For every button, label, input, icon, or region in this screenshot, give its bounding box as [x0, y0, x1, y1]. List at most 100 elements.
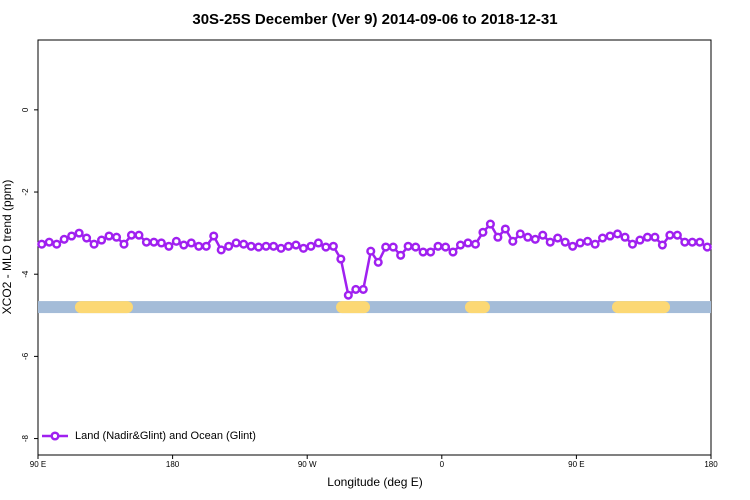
data-point [478, 227, 488, 237]
x-tick-label: 90 E [30, 460, 46, 469]
data-point [298, 243, 309, 253]
data-point [224, 241, 234, 251]
data-point [440, 242, 451, 252]
data-point [433, 241, 443, 251]
data-point [500, 224, 510, 234]
land-segment [611, 301, 671, 314]
data-point [52, 239, 62, 249]
data-point [575, 238, 585, 248]
data-point [388, 242, 398, 252]
data-point [239, 239, 249, 249]
land-segment [464, 301, 490, 314]
data-point [687, 237, 697, 247]
data-point [231, 238, 241, 248]
y-tick-label: -8 [21, 434, 30, 442]
data-point [336, 254, 346, 264]
data-point [642, 232, 652, 242]
data-point [246, 241, 256, 251]
data-point [67, 231, 77, 241]
x-tick-label: 180 [166, 460, 180, 469]
data-point [89, 239, 99, 249]
data-point [515, 229, 525, 239]
land-segment [336, 301, 371, 314]
data-point [126, 230, 137, 240]
data-point [605, 231, 615, 241]
data-point [657, 240, 667, 250]
data-point [470, 239, 481, 249]
x-tick-label: 90 W [298, 460, 317, 469]
data-point [134, 230, 144, 240]
legend-marker [50, 431, 60, 441]
data-point [448, 247, 458, 257]
data-point [568, 241, 578, 251]
data-point [328, 241, 338, 251]
data-point [171, 236, 181, 246]
data-point [343, 290, 353, 300]
data-point [97, 235, 107, 245]
data-point [276, 243, 286, 253]
data-point [396, 250, 406, 260]
y-tick-label: -4 [21, 270, 30, 278]
data-point [403, 241, 413, 251]
data-point [358, 284, 368, 294]
data-point [672, 230, 682, 240]
data-point [583, 236, 593, 246]
data-point [523, 232, 533, 242]
plot-frame [37, 39, 712, 456]
y-tick-label: -6 [21, 352, 30, 360]
data-point [209, 231, 219, 241]
data-point [530, 234, 540, 244]
x-tick-label: 0 [440, 460, 445, 469]
data-point [493, 232, 503, 242]
data-point [254, 242, 264, 252]
data-point [291, 240, 301, 250]
legend-label: Land (Nadir&Glint) and Ocean (Glint) [75, 430, 256, 442]
data-point [695, 237, 705, 247]
y-tick-label: 0 [21, 107, 30, 112]
data-point [351, 284, 361, 294]
data-point [201, 241, 211, 251]
data-point [620, 232, 630, 242]
data-point [194, 241, 204, 251]
data-point [179, 240, 189, 250]
data-point [426, 247, 436, 257]
data-point [545, 237, 555, 247]
x-axis-label: Longitude (deg E) [327, 475, 422, 489]
y-tick-label: -2 [21, 188, 30, 196]
data-point [508, 236, 518, 246]
data-point [598, 233, 608, 243]
data-point [680, 237, 690, 247]
data-point [216, 245, 226, 255]
data-point [44, 237, 54, 247]
data-point [635, 235, 645, 245]
data-point [627, 239, 638, 249]
data-point [650, 232, 660, 242]
data-point [313, 238, 323, 248]
data-point [111, 232, 122, 242]
data-point [269, 241, 279, 251]
data-point [156, 238, 166, 248]
data-point [463, 238, 473, 248]
data-point [418, 247, 428, 257]
x-tick-label: 90 E [568, 460, 584, 469]
data-point [485, 219, 495, 229]
data-point [59, 234, 69, 244]
data-point [411, 242, 421, 252]
data-point [74, 228, 84, 238]
data-point [590, 239, 600, 249]
x-tick-label: 180 [704, 460, 718, 469]
land-segment [74, 301, 133, 314]
data-point [119, 239, 129, 249]
y-axis-label: XCO2 - MLO trend (ppm) [0, 180, 14, 315]
data-point [82, 233, 92, 243]
data-point [665, 230, 675, 240]
ocean-band [38, 301, 711, 314]
data-point [164, 241, 174, 251]
data-point [381, 242, 391, 252]
chart-title: 30S-25S December (Ver 9) 2014-09-06 to 2… [192, 11, 557, 28]
data-point [538, 230, 548, 240]
data-point [373, 257, 383, 267]
data-point [553, 233, 563, 243]
data-point [283, 241, 294, 251]
